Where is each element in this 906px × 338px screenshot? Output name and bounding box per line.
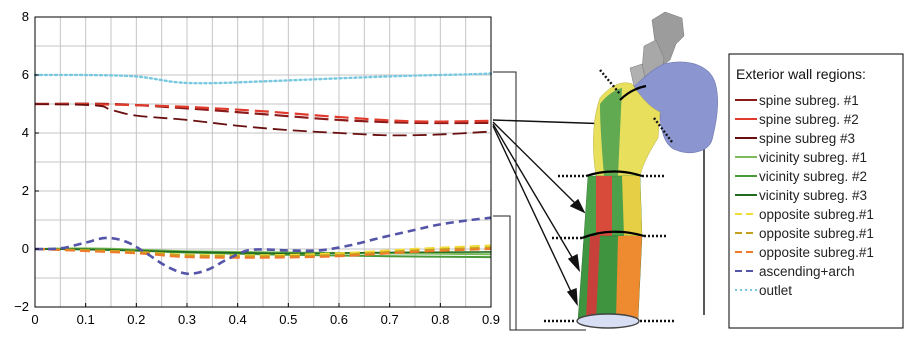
legend-label: outlet — [759, 283, 792, 298]
arrow-spine-4 — [492, 125, 575, 299]
series-line-2 — [34, 102, 492, 123]
vicinity-upper — [600, 88, 622, 176]
x-tick-label: 0.1 — [77, 312, 95, 327]
outlet-ellipse — [576, 313, 640, 329]
series-line-9 — [34, 248, 492, 259]
y-tick-label: 4 — [22, 125, 29, 140]
x-tick-label: 0.6 — [330, 312, 348, 327]
legend-label: vicinity subreg. #2 — [759, 169, 867, 184]
arrow-spine-3 — [492, 123, 577, 265]
arrow-spine-1 — [492, 119, 613, 125]
legend-entries: spine subreg. #1 spine subreg. #2 spine su… — [735, 93, 874, 298]
series-line-1 — [34, 102, 492, 125]
legend-label: opposite subreg.#1 — [759, 207, 874, 222]
y-tick-label: −2 — [14, 299, 29, 314]
x-tick-label: 0.7 — [381, 312, 399, 327]
arrow-head — [567, 253, 580, 273]
arrow-head — [566, 288, 578, 307]
x-tick-label: 0.8 — [431, 312, 449, 327]
legend-label: opposite subreg.#1 — [759, 226, 874, 241]
section-guide — [599, 69, 621, 95]
x-tick-label: 0.3 — [178, 312, 196, 327]
connector-lines — [493, 71, 586, 331]
legend-box — [728, 53, 904, 329]
connector-outlet — [493, 71, 586, 331]
series-line-11 — [33, 72, 493, 85]
legend-label: opposite subreg.#1 — [759, 245, 874, 260]
legend-title: Exterior wall regions: — [736, 66, 866, 82]
opposite-lower — [616, 236, 642, 320]
y-tick-label: 8 — [22, 9, 29, 24]
opposite-mid — [622, 176, 642, 236]
legend-label: spine subreg. #1 — [759, 93, 859, 108]
x-tick-label: 0.4 — [229, 312, 247, 327]
legend-label: ascending+arch — [759, 264, 855, 279]
y-tick-label: 2 — [22, 183, 29, 198]
boundary-curve — [619, 84, 647, 101]
section-guides — [544, 69, 676, 323]
x-axis: 0 0.1 0.2 0.3 0.4 0.5 0.6 0.7 0.8 0.9 — [31, 303, 500, 327]
boundary-curve — [581, 230, 645, 240]
x-tick-label: 0.2 — [127, 312, 145, 327]
spine-mid — [596, 176, 612, 236]
spine-lower — [586, 236, 600, 320]
arrow-head — [569, 198, 586, 214]
x-tick-label: 0.9 — [482, 312, 500, 327]
boundary-curve — [585, 170, 643, 178]
y-axis: −2 0 2 4 6 8 — [14, 9, 39, 314]
y-tick-label: 0 — [22, 241, 29, 256]
series-line-3 — [34, 103, 492, 137]
connector-ascending — [493, 215, 516, 331]
y-tick-label: 6 — [22, 67, 29, 82]
x-tick-label: 0 — [31, 312, 38, 327]
x-tick-label: 0.5 — [279, 312, 297, 327]
legend-label: vicinity subreg. #1 — [759, 150, 867, 165]
aorta-illustration — [544, 11, 718, 329]
legend-label: vicinity subreg. #3 — [759, 188, 867, 203]
legend-label: spine subreg. #2 — [759, 112, 859, 127]
series-layer — [33, 72, 493, 276]
plot-frame — [34, 16, 492, 308]
arrow-spine-2 — [492, 121, 581, 209]
legend: Exterior wall regions: spine subreg. #1s… — [728, 53, 904, 329]
legend-label: spine subreg #3 — [759, 131, 855, 146]
section-guide — [653, 117, 673, 143]
series-line-8 — [34, 246, 492, 258]
